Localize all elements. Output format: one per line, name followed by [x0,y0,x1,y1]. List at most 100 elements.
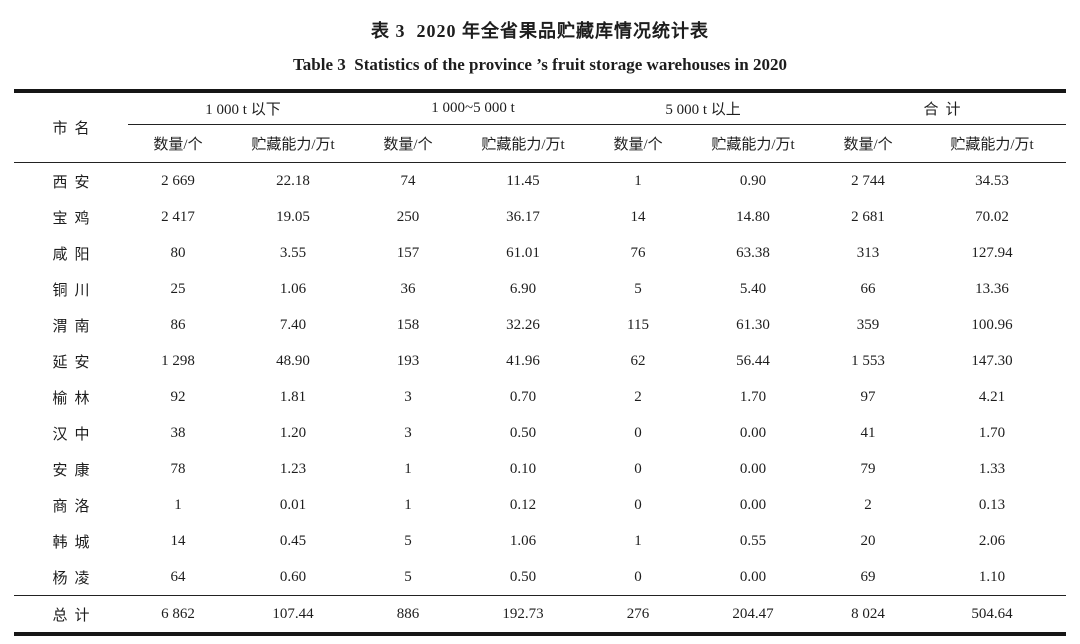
value-cell: 2.06 [978,532,1006,549]
total-value-cell: 6 862 [128,595,228,634]
value-cell: 69 [860,568,876,585]
value-cell: 313 [856,244,880,261]
value-cell: 100.96 [971,316,1013,333]
city-cell: 延安 [52,354,97,371]
value-cell: 1.20 [279,424,307,441]
sub-header-capacity: 贮藏能力/万t [228,124,359,163]
city-cell: 渭南 [52,318,97,335]
value-cell: 64 [170,568,186,585]
value-cell: 0.50 [509,568,537,585]
value-cell: 22.18 [276,172,310,189]
total-label-cell: 总计 [14,595,128,634]
value-cell: 1.70 [978,424,1006,441]
value-cell: 78 [170,460,186,477]
value-cell: 36.17 [506,208,540,225]
value-cell: 2 [634,388,642,405]
sub-header-quantity: 数量/个 [128,124,228,163]
value-cell: 4.21 [978,388,1006,405]
table-row: 西安 2 669 22.18 74 11.45 1 0.90 2 744 34.53 [14,163,1066,200]
value-cell: 0.60 [279,568,307,585]
value-cell: 1.70 [739,388,767,405]
value-cell: 97 [860,388,876,405]
city-cell: 宝鸡 [52,210,97,227]
value-cell: 14 [630,208,646,225]
sub-header-capacity: 贮藏能力/万t [918,124,1067,163]
city-cell: 汉中 [52,426,97,443]
total-value-cell: 204.47 [688,595,819,634]
fruit-storage-table: 市名 1 000 t 以下 1 000~5 000 t 5 000 t 以上 合… [14,89,1067,636]
value-cell: 2 669 [161,172,195,189]
sub-header-capacity: 贮藏能力/万t [458,124,589,163]
table-row: 榆林 92 1.81 3 0.70 2 1.70 97 4.21 [14,379,1066,415]
value-cell: 0.13 [978,496,1006,513]
value-cell: 1 298 [161,352,195,369]
value-cell: 157 [396,244,420,261]
value-cell: 1.81 [279,388,307,405]
value-cell: 14 [170,532,186,549]
value-cell: 1 [174,496,182,513]
table-row: 渭南 86 7.40 158 32.26 115 61.30 359 100.96 [14,307,1066,343]
value-cell: 158 [396,316,420,333]
value-cell: 0.45 [279,532,307,549]
value-cell: 127.94 [971,244,1013,261]
value-cell: 1 553 [851,352,885,369]
value-cell: 11.45 [506,172,540,189]
table-title-zh: 表 3 2020 年全省果品贮藏库情况统计表 [371,21,709,41]
value-cell: 0.10 [509,460,537,477]
group-header-row: 市名 1 000 t 以下 1 000~5 000 t 5 000 t 以上 合… [14,91,1067,163]
value-cell: 0.01 [279,496,307,513]
value-cell: 20 [860,532,876,549]
value-cell: 14.80 [736,208,770,225]
value-cell: 74 [400,172,416,189]
value-cell: 147.30 [971,352,1013,369]
value-cell: 19.05 [276,208,310,225]
value-cell: 80 [170,244,186,261]
value-cell: 5.40 [739,280,767,297]
value-cell: 250 [396,208,420,225]
value-cell: 2 [864,496,872,513]
value-cell: 48.90 [276,352,310,369]
total-value-cell: 8 024 [818,595,919,634]
value-cell: 92 [170,388,186,405]
value-cell: 6.90 [509,280,537,297]
table-row: 宝鸡 2 417 19.05 250 36.17 14 14.80 2 681 70.02 [14,199,1066,235]
value-cell: 5 [404,532,412,549]
table-header: 市名 1 000 t 以下 1 000~5 000 t 5 000 t 以上 合… [14,91,1067,163]
value-cell: 36 [400,280,416,297]
value-cell: 0 [634,460,642,477]
value-cell: 2 417 [161,208,195,225]
value-cell: 13.36 [975,280,1009,297]
value-cell: 66 [860,280,876,297]
corner-header-city: 市名 [14,91,128,163]
sub-header-quantity: 数量/个 [818,124,919,163]
value-cell: 1.23 [279,460,307,477]
value-cell: 86 [170,316,186,333]
value-cell: 0.70 [509,388,537,405]
table-footer: 总计 6 862 107.44 886 192.73 276 204.47 8 … [14,595,1067,634]
value-cell: 1 [634,172,642,189]
city-cell: 西安 [52,174,97,191]
total-value-cell: 886 [358,595,459,634]
table-row: 铜川 25 1.06 36 6.90 5 5.40 66 13.36 [14,271,1066,307]
value-cell: 1.06 [509,532,537,549]
table-row: 杨凌 64 0.60 5 0.50 0 0.00 69 1.10 [14,559,1066,596]
value-cell: 0 [634,424,642,441]
value-cell: 0.55 [739,532,767,549]
sub-header-row: 数量/个 贮藏能力/万t 数量/个 贮藏能力/万t 数量/个 贮藏能力/万t 数… [14,124,1067,163]
value-cell: 0.00 [739,460,767,477]
table-row: 商洛 1 0.01 1 0.12 0 0.00 2 0.13 [14,487,1066,523]
total-row: 总计 6 862 107.44 886 192.73 276 204.47 8 … [14,595,1067,634]
value-cell: 2 681 [851,208,885,225]
table-title-en: Table 3 Statistics of the province ’s fr… [293,55,787,74]
value-cell: 2 744 [851,172,885,189]
table-row: 延安 1 298 48.90 193 41.96 62 56.44 1 553 147.30 [14,343,1066,379]
value-cell: 1 [634,532,642,549]
value-cell: 63.38 [736,244,770,261]
value-cell: 32.26 [506,316,540,333]
value-cell: 25 [170,280,186,297]
city-cell: 杨凌 [52,570,97,587]
value-cell: 61.30 [736,316,770,333]
total-value-cell: 504.64 [918,595,1067,634]
value-cell: 62 [630,352,646,369]
